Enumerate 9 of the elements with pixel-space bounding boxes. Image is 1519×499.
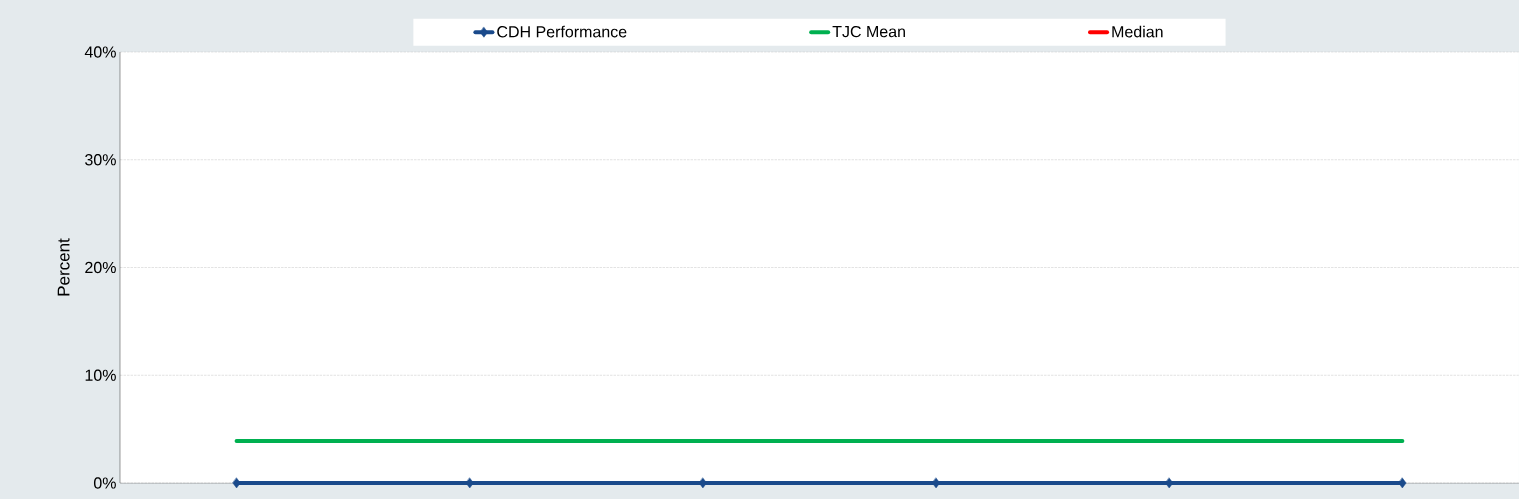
y-tick-label: 40% [84,46,116,58]
legend-label: Median [1112,25,1163,38]
y-axis-title: Percent [57,238,70,296]
legend-label: TJC Mean [832,25,905,38]
y-tick-label: 20% [85,261,116,274]
legend-label: CDH Performance [497,25,627,38]
y-tick-label: 30% [85,154,116,166]
y-tick-label: 0% [93,477,116,489]
y-tick-label: 10% [85,369,116,381]
